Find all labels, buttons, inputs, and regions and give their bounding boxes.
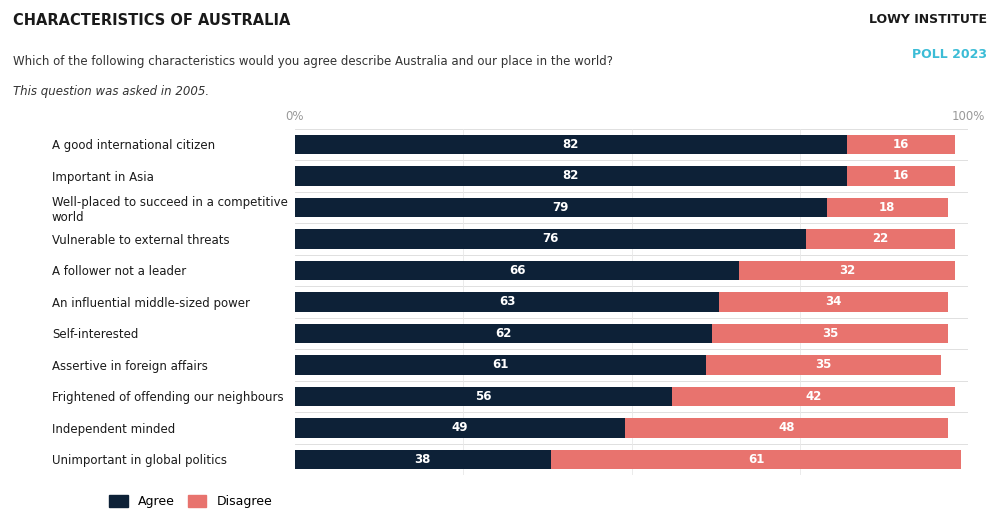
Text: 82: 82 (563, 170, 579, 182)
Text: 56: 56 (475, 390, 492, 403)
Bar (847, 166, 955, 186)
Bar (295, 134, 847, 154)
Bar (719, 292, 948, 312)
Text: 62: 62 (495, 327, 512, 340)
Bar (806, 229, 955, 249)
Text: 22: 22 (872, 233, 889, 245)
Text: This question was asked in 2005.: This question was asked in 2005. (13, 85, 209, 98)
Text: 42: 42 (805, 390, 821, 403)
Bar (295, 386, 672, 406)
Bar (295, 229, 806, 249)
Text: 66: 66 (509, 264, 525, 277)
Bar (295, 197, 827, 217)
Text: POLL 2023: POLL 2023 (912, 48, 987, 61)
Bar (295, 449, 551, 469)
Bar (739, 260, 955, 280)
Text: 34: 34 (825, 296, 842, 308)
Text: 79: 79 (553, 201, 569, 214)
Text: LOWY INSTITUTE: LOWY INSTITUTE (869, 13, 987, 26)
Text: 32: 32 (839, 264, 855, 277)
Text: 16: 16 (893, 138, 909, 151)
Bar (712, 323, 948, 343)
Bar (706, 355, 941, 375)
Bar (295, 355, 706, 375)
Text: 63: 63 (499, 296, 515, 308)
Bar (295, 260, 739, 280)
Bar (625, 418, 948, 438)
Bar (295, 166, 847, 186)
Text: 82: 82 (563, 138, 579, 151)
Text: CHARACTERISTICS OF AUSTRALIA: CHARACTERISTICS OF AUSTRALIA (13, 13, 290, 28)
Text: 61: 61 (748, 453, 764, 466)
Legend: Agree, Disagree: Agree, Disagree (109, 495, 272, 508)
Text: 61: 61 (492, 359, 508, 371)
Text: Which of the following characteristics would you agree describe Australia and ou: Which of the following characteristics w… (13, 55, 613, 68)
Text: 48: 48 (778, 422, 795, 434)
Text: 16: 16 (893, 170, 909, 182)
Bar (827, 197, 948, 217)
Text: 38: 38 (415, 453, 431, 466)
Text: 18: 18 (879, 201, 895, 214)
Text: 35: 35 (815, 359, 831, 371)
Bar (672, 386, 955, 406)
Text: 76: 76 (543, 233, 559, 245)
Bar (295, 323, 712, 343)
Bar (847, 134, 955, 154)
Bar (295, 292, 719, 312)
Text: 35: 35 (822, 327, 838, 340)
Bar (295, 418, 625, 438)
Text: 49: 49 (452, 422, 468, 434)
Bar (551, 449, 961, 469)
